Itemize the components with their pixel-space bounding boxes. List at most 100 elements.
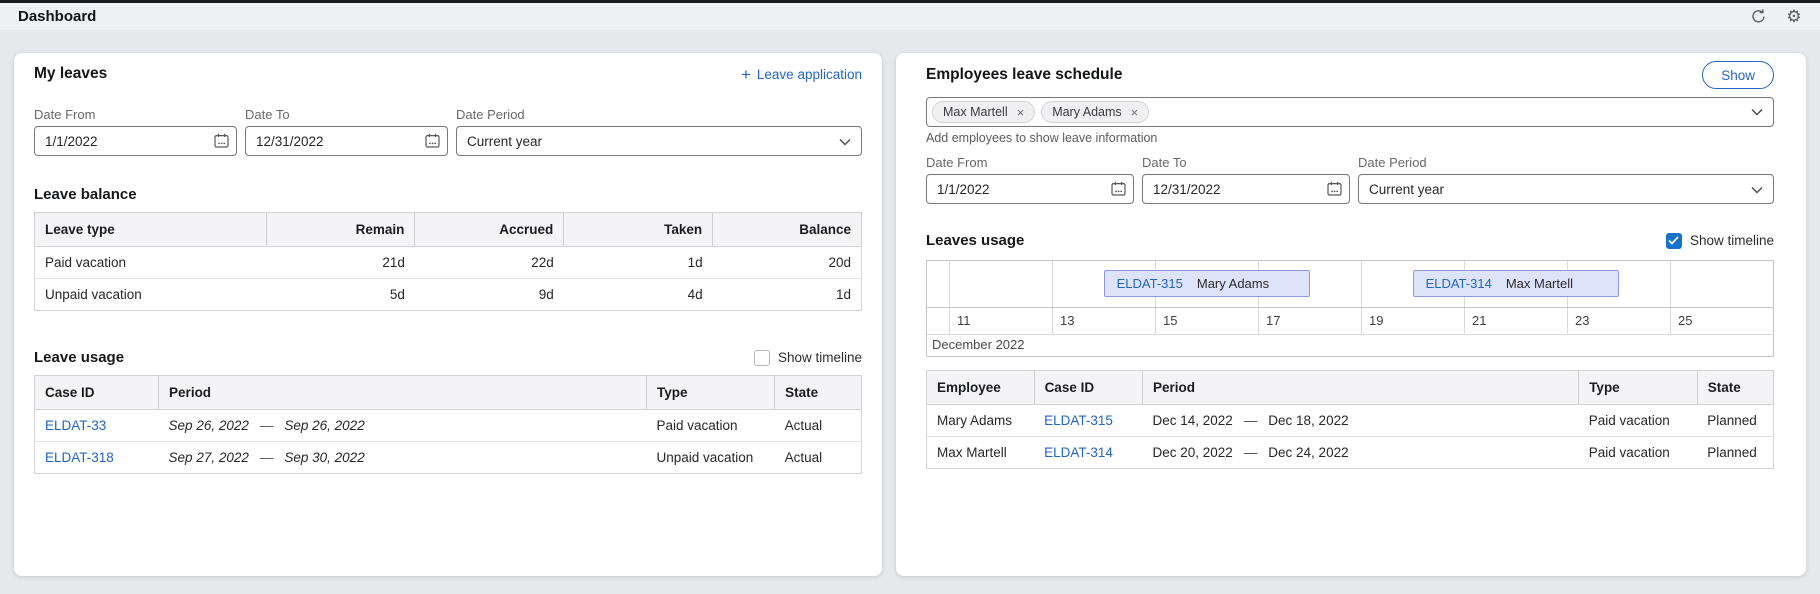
date-period-select[interactable]: Current year <box>456 126 862 156</box>
period-to: Dec 18, 2022 <box>1268 413 1349 428</box>
date-period-label: Date Period <box>456 107 525 122</box>
period-to: Sep 26, 2022 <box>284 418 365 433</box>
dash: — <box>259 418 274 433</box>
leave-usage-title: Leave usage <box>34 349 125 366</box>
period-cell: Sep 27, 2022 — Sep 30, 2022 <box>158 441 647 474</box>
column-header: Type <box>646 375 776 410</box>
table-row: Mary Adams ELDAT-315 Dec 14, 2022 — Dec 18… <box>926 404 1774 437</box>
chevron-down-icon <box>1751 182 1763 197</box>
timeline-month-label: December 2022 <box>927 334 1773 356</box>
date-to-label: Date To <box>245 107 290 122</box>
employee-tag: Max Martell × <box>932 101 1036 123</box>
case-id-link[interactable]: ELDAT-318 <box>45 450 114 465</box>
employee-tag: Mary Adams × <box>1041 101 1150 123</box>
leave-balance-table: Leave type Remain Accrued Taken Balance … <box>34 212 862 311</box>
dash: — <box>259 450 274 465</box>
accrued-cell: 9d <box>414 278 564 311</box>
date-period-select[interactable]: Current year <box>1358 174 1774 204</box>
timeline-event-bar[interactable]: ELDAT-315 Mary Adams <box>1103 270 1310 297</box>
timeline-event-case-link[interactable]: ELDAT-314 <box>1425 276 1492 291</box>
remain-cell: 21d <box>266 246 415 279</box>
state-cell: Actual <box>774 441 862 474</box>
date-to-input[interactable] <box>245 126 448 156</box>
balance-cell: 20d <box>712 246 862 279</box>
type-cell: Paid vacation <box>1578 404 1698 437</box>
date-from-label: Date From <box>926 155 988 170</box>
timeline-day-tick: 25 <box>1670 308 1773 334</box>
column-header: State <box>1697 370 1775 405</box>
date-from-input[interactable] <box>34 126 237 156</box>
chevron-down-icon <box>839 134 851 149</box>
timeline-day-tick: 13 <box>1052 308 1155 334</box>
timeline-grid-cell <box>1361 261 1464 307</box>
period-cell: Dec 14, 2022 — Dec 18, 2022 <box>1142 404 1579 437</box>
employees-schedule-title: Employees leave schedule <box>926 66 1123 83</box>
timeline-event-bar[interactable]: ELDAT-314 Max Martell <box>1412 270 1619 297</box>
leave-balance-title: Leave balance <box>34 186 137 203</box>
chevron-down-icon <box>1751 103 1763 121</box>
employees-leave-header: Employee Case ID Period Type State <box>926 370 1775 405</box>
timeline-day-tick: 15 <box>1155 308 1258 334</box>
timeline-day-tick: 17 <box>1258 308 1361 334</box>
leave-balance-header: Leave type Remain Accrued Taken Balance <box>34 212 862 247</box>
type-cell: Unpaid vacation <box>646 441 775 474</box>
plus-icon: + <box>740 64 751 84</box>
period-from: Sep 26, 2022 <box>168 418 249 433</box>
period-from: Dec 14, 2022 <box>1152 413 1233 428</box>
taken-cell: 1d <box>563 246 713 279</box>
show-timeline-label: Show timeline <box>1689 233 1774 248</box>
show-timeline-checkbox[interactable] <box>1665 232 1682 249</box>
case-id-link[interactable]: ELDAT-315 <box>1044 413 1113 428</box>
show-timeline-toggle[interactable]: Show timeline <box>1665 232 1774 249</box>
leaves-timeline: ELDAT-315 Mary Adams ELDAT-314 Max Marte… <box>926 260 1774 357</box>
employee-multiselect[interactable]: Max Martell × Mary Adams × <box>926 97 1774 127</box>
refresh-icon[interactable] <box>1748 7 1768 27</box>
column-header: Case ID <box>1034 370 1143 405</box>
type-cell: Paid vacation <box>1578 436 1698 469</box>
accrued-cell: 22d <box>414 246 564 279</box>
page-title: Dashboard <box>18 8 97 25</box>
leave-application-label: Leave application <box>756 66 862 82</box>
show-timeline-label: Show timeline <box>777 350 862 365</box>
show-button[interactable]: Show <box>1702 61 1774 89</box>
period-cell: Sep 26, 2022 — Sep 26, 2022 <box>158 409 647 442</box>
leave-usage-table: Case ID Period Type State ELDAT-33 Sep 2… <box>34 375 862 474</box>
settings-gear-icon[interactable]: ⚙ <box>1786 7 1802 26</box>
employee-tag-name: Mary Adams <box>1052 105 1122 119</box>
multiselect-helper-text: Add employees to show leave information <box>926 131 1158 145</box>
date-to-input[interactable] <box>1142 174 1350 204</box>
leave-type-cell: Paid vacation <box>34 246 267 279</box>
table-row: ELDAT-33 Sep 26, 2022 — Sep 26, 2022 Paid … <box>34 409 862 442</box>
show-timeline-checkbox[interactable] <box>753 349 770 366</box>
column-header: Case ID <box>34 375 160 410</box>
period-from: Sep 27, 2022 <box>168 450 249 465</box>
case-id-link[interactable]: ELDAT-33 <box>45 418 107 433</box>
column-header: Employee <box>926 370 1035 405</box>
case-id-link[interactable]: ELDAT-314 <box>1044 445 1113 460</box>
column-header: Leave type <box>34 212 267 247</box>
period-from: Dec 20, 2022 <box>1152 445 1233 460</box>
column-header: Remain <box>266 212 416 247</box>
my-leaves-panel: My leaves + Leave application Date From <box>14 53 882 576</box>
date-period-value: Current year <box>467 133 543 149</box>
leave-usage-header: Case ID Period Type State <box>34 375 862 410</box>
date-from-label: Date From <box>34 107 96 122</box>
leave-application-link[interactable]: + Leave application <box>741 66 862 83</box>
remove-tag-icon[interactable]: × <box>1016 104 1025 120</box>
table-row: Unpaid vacation 5d 9d 4d 1d <box>34 278 862 311</box>
period-cell: Dec 20, 2022 — Dec 24, 2022 <box>1142 436 1579 469</box>
state-cell: Actual <box>774 409 862 442</box>
timeline-event-case-link[interactable]: ELDAT-315 <box>1116 276 1183 291</box>
state-cell: Planned <box>1697 404 1774 437</box>
date-from-input[interactable] <box>926 174 1134 204</box>
leave-type-cell: Unpaid vacation <box>34 278 267 311</box>
date-to-label: Date To <box>1142 155 1187 170</box>
table-row: Max Martell ELDAT-314 Dec 20, 2022— Dec 2… <box>926 436 1774 469</box>
show-timeline-toggle[interactable]: Show timeline <box>753 349 862 366</box>
timeline-grid-cell <box>1670 261 1773 307</box>
date-period-value: Current year <box>1369 181 1445 197</box>
timeline-day-tick: 11 <box>949 308 1052 334</box>
employee-cell: Mary Adams <box>926 404 1035 437</box>
remove-tag-icon[interactable]: × <box>1130 104 1139 120</box>
employee-tag-name: Max Martell <box>943 105 1008 119</box>
